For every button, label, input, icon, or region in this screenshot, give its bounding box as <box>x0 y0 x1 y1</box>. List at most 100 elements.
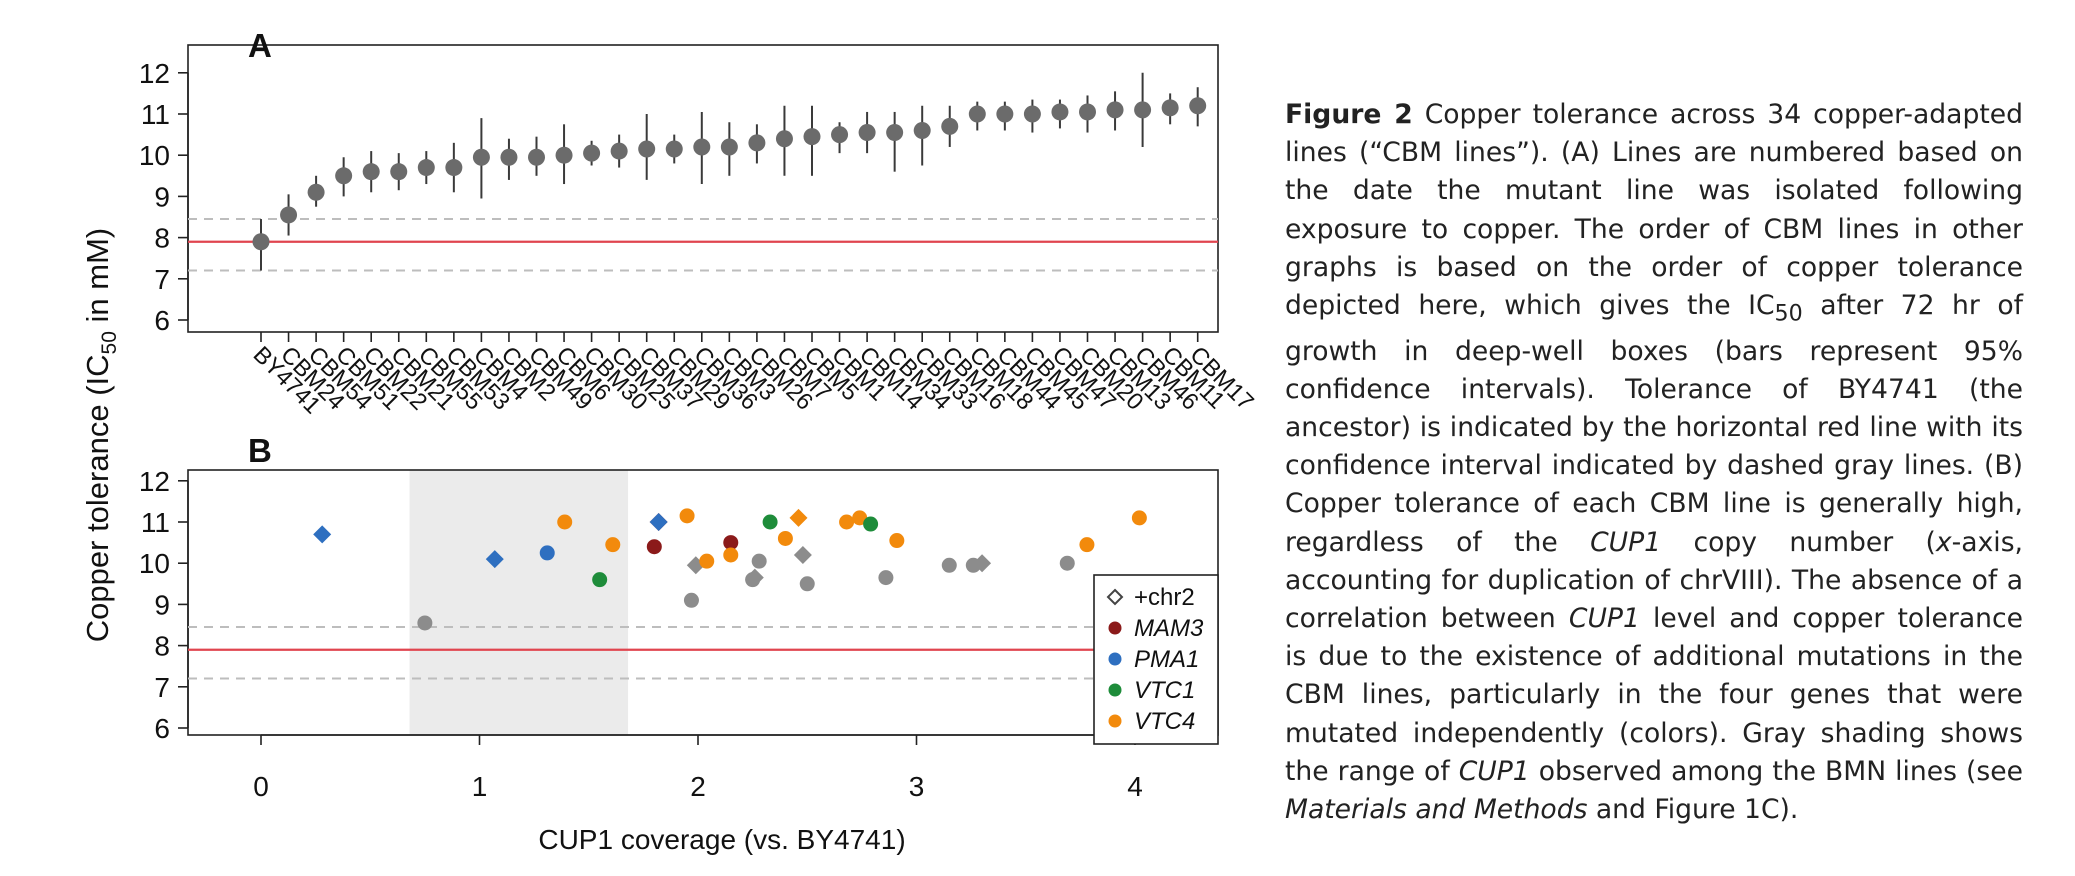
panel-a-point <box>913 121 931 139</box>
panel-b-x-axis-label: CUP1 coverage (vs. BY4741) <box>538 824 905 855</box>
panel-a-point <box>831 126 849 144</box>
panel-b-point <box>646 539 662 555</box>
y-axis-label: Copper tolerance (IC50 in mM) <box>80 228 121 642</box>
panel-b-frame <box>187 469 1219 736</box>
panel-a-point <box>775 130 793 148</box>
panel-b-point <box>699 553 715 569</box>
panel-a-point <box>1051 103 1069 121</box>
panel-a-point <box>555 146 573 164</box>
caption-text: and Figure 1C). <box>1587 793 1799 825</box>
legend-marker-circle <box>1108 714 1122 728</box>
panel-b-x-tick-label: 0 <box>253 771 269 802</box>
panel-b-y-tick-label: 7 <box>154 672 170 703</box>
panel-a-point <box>858 124 876 142</box>
panel-b-point-diamond <box>649 513 668 531</box>
panel-a-point <box>252 233 270 251</box>
panel-a-point <box>1106 101 1124 119</box>
panel-a-point <box>748 134 766 152</box>
legend-label: +chr2 <box>1134 584 1195 611</box>
panel-b-point <box>941 557 957 573</box>
panel-b-label: B <box>248 432 272 469</box>
legend-marker-circle <box>1108 652 1122 666</box>
panel-b-shaded-range <box>409 470 629 735</box>
legend-label: MAM3 <box>1134 615 1204 642</box>
panel-a-y-tick-label: 6 <box>154 305 170 336</box>
panel-b-point-diamond <box>745 568 764 587</box>
panel-a-label: A <box>248 27 272 64</box>
panel-b-y-tick-label: 10 <box>139 548 170 579</box>
panel-a-point <box>720 138 738 156</box>
panel-b-point <box>1131 510 1147 526</box>
caption-text: level and copper tolerance is due to the… <box>1285 602 2023 787</box>
panel-a-point <box>1189 97 1207 115</box>
panel-a-point <box>1161 99 1179 117</box>
caption-text: -axis, accounting for duplication of chr… <box>1285 526 2023 634</box>
panel-a-point <box>472 148 490 166</box>
caption-text: Copper tolerance across 34 copper-adapte… <box>1285 99 2023 322</box>
panel-a-point <box>693 138 711 156</box>
panel-a-point <box>803 128 821 146</box>
panel-a-point <box>968 105 986 123</box>
panel-a-point <box>610 142 628 160</box>
panel-b-point <box>878 570 894 586</box>
panel-b-y-tick-label: 11 <box>141 507 170 538</box>
panel-b-point <box>723 547 739 563</box>
panel-b-point-diamond <box>973 554 992 573</box>
panel-b-point <box>751 553 767 569</box>
panel-a-frame <box>187 44 1219 333</box>
panel-a-point <box>1023 105 1041 123</box>
panel-b-x-tick-label: 2 <box>690 771 706 802</box>
panel-a-y-tick-label: 7 <box>154 264 170 295</box>
panel-b-point <box>863 516 879 532</box>
legend-label: VTC1 <box>1134 677 1195 704</box>
caption-subscript: 50 <box>1774 300 1803 327</box>
caption-italic: x <box>1935 526 1952 558</box>
legend-label: PMA1 <box>1134 646 1199 673</box>
panel-b-point <box>417 615 433 631</box>
panel-b-y-tick-label: 9 <box>154 589 170 620</box>
panel-b-y-tick-label: 8 <box>154 631 170 662</box>
legend-marker-diamond <box>1106 588 1124 606</box>
figure-svg: Copper tolerance (IC50 in mM) A 6 7 8 9 10 11 1… <box>80 27 1259 855</box>
panel-b-point-diamond <box>313 525 332 544</box>
panel-a-point <box>307 183 325 201</box>
panel-a-y-tick-label: 9 <box>154 181 170 212</box>
panel-a-y-tick-label: 8 <box>154 223 170 254</box>
panel-a-y-tick-label: 12 <box>139 58 170 89</box>
panel-a-point <box>638 140 656 158</box>
panel-b-point <box>605 537 621 553</box>
legend-marker-circle <box>1108 621 1122 635</box>
panel-b-point <box>889 533 905 549</box>
caption-text: after 72 hr of growth in deep-well boxes… <box>1285 290 2023 558</box>
panel-b-point-diamond <box>793 545 812 564</box>
legend-marker-circle <box>1108 683 1122 697</box>
panel-a-point <box>390 163 408 181</box>
panel-a-point <box>1134 101 1152 119</box>
panel-a-point <box>335 167 353 185</box>
panel-a-point <box>500 148 518 166</box>
panel-b-y-tick-label: 6 <box>154 713 170 744</box>
panel-a-point <box>665 140 683 158</box>
panel-b-point <box>839 514 855 530</box>
panel-b-point <box>723 535 739 551</box>
panel-b-point-diamond <box>789 508 808 527</box>
panel-a-point <box>417 159 435 177</box>
panel-b-point <box>679 508 695 524</box>
panel-a-point <box>528 148 545 166</box>
panel-a-point <box>886 124 904 142</box>
caption-text: observed among the BMN lines (see <box>1529 755 2023 787</box>
panel-b-y-tick-label: 12 <box>139 466 170 497</box>
caption-italic: Materials and Methods <box>1285 793 1588 825</box>
panel-a-point <box>583 144 601 162</box>
caption-italic: CUP1 <box>1458 755 1530 787</box>
figure: Copper tolerance (IC50 in mM) A 6 7 8 9 10 11 1… <box>80 27 1259 855</box>
panel-b-x-tick-label: 3 <box>909 771 925 802</box>
panel-a-point <box>362 163 380 181</box>
caption-text: copy number ( <box>1661 526 1936 558</box>
panel-b-point <box>777 530 793 546</box>
panel-b-point <box>799 576 815 592</box>
panel-b-point <box>557 514 573 530</box>
panel-a-point <box>941 117 959 135</box>
panel-a-y-tick-label: 11 <box>141 99 170 130</box>
panel-b-point <box>592 572 608 588</box>
